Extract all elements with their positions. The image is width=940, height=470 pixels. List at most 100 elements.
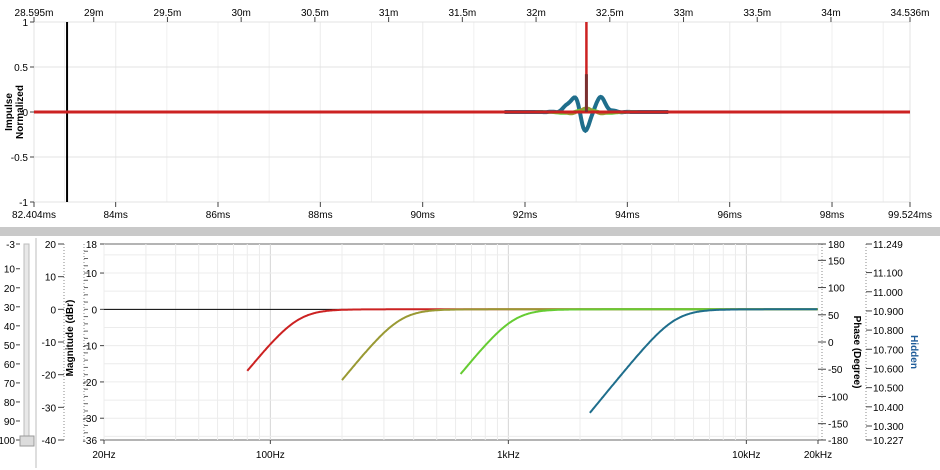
frequency-tick-label: 10kHz [732, 450, 760, 461]
phase-tick-label: 150 [828, 256, 845, 267]
impulse-top-tick-label: 33m [674, 8, 693, 19]
magnitude-series-line [589, 308, 818, 414]
hidden-tick-label: 10.600 [873, 364, 904, 375]
side-scale-two-label: 0 [50, 305, 56, 316]
magnitude-tick-label: 10 [86, 269, 98, 280]
impulse-x-tick-label: 94ms [615, 210, 639, 221]
impulse-top-tick-label: 33.5m [743, 8, 771, 19]
side-scale-one-label: 100 [0, 436, 15, 447]
hidden-axis-label: Hidden [908, 335, 919, 369]
impulse-x-tick-label: 99.524ms [888, 210, 932, 221]
phase-axis-label: Phase (Degree) [851, 316, 862, 389]
side-scale-two-label: -40 [42, 436, 57, 447]
side-scale-two-label: 20 [45, 240, 57, 251]
side-scale-one-label: 20 [4, 284, 16, 295]
impulse-top-tick-label: 32m [526, 8, 545, 19]
phase-tick-label: 180 [828, 240, 845, 251]
magnitude-series [104, 308, 818, 414]
frequency-tick-label: 1kHz [497, 450, 520, 461]
side-scale-one-label: 90 [4, 417, 16, 428]
magnitude-plot-area[interactable] [103, 243, 819, 441]
magnitude-tick-label: -30 [83, 414, 98, 425]
magnitude-tick-label: -10 [83, 342, 98, 353]
impulse-top-tick-label: 30m [231, 8, 250, 19]
impulse-x-tick-label: 96ms [717, 210, 741, 221]
phase-tick-label: -50 [828, 365, 843, 376]
impulse-panel: 82.404ms 84ms 86ms 88ms 90ms 92ms 94ms 96ms 98ms… [4, 8, 932, 221]
side-scale-two-label: -30 [42, 403, 57, 414]
hidden-axis: 11.249 11.100 11.000 10.900 10.800 10.700 10.6… [865, 240, 904, 447]
phase-tick-label: 0 [828, 338, 834, 349]
impulse-y-tick-label: 1 [22, 18, 28, 29]
frequency-tick-label: 20Hz [92, 450, 115, 461]
magnitude-tick-label: -20 [83, 378, 98, 389]
impulse-x-tick-label: 86ms [206, 210, 230, 221]
impulse-top-tick-label: 29.5m [154, 8, 182, 19]
impulse-series [34, 22, 910, 202]
impulse-top-tick-label: 28.595m [15, 8, 54, 19]
phase-tick-label: -180 [828, 436, 848, 447]
impulse-y-axis: 1 0.5 0 -0.5 -1 [11, 18, 34, 209]
hidden-tick-label: 11.000 [873, 288, 903, 299]
impulse-x-axis: 82.404ms 84ms 86ms 88ms 90ms 92ms 94ms 96ms 98ms… [12, 202, 932, 221]
magnitude-tick-label: 0 [91, 305, 97, 316]
side-scale-one-label: 50 [4, 341, 16, 352]
side-scale-one: -3 10 20 30 40 50 60 70 80 90 100 [0, 240, 20, 447]
impulse-top-tick-label: 31.5m [448, 8, 476, 19]
impulse-y-label-1: Impulse [4, 93, 15, 131]
hidden-tick-label: 10.300 [873, 422, 904, 433]
impulse-distance-axis: 28.595m 29m 29.5m 30m 30.5m 31m 31.5m 32m 32.5m 3… [15, 8, 930, 22]
magnitude-axis: 18 10 0 -10 -20 -30 -36 [83, 240, 104, 447]
side-scale-one-label: 40 [4, 322, 16, 333]
impulse-x-tick-label: 98ms [820, 210, 844, 221]
impulse-top-tick-label: 30.5m [301, 8, 329, 19]
side-scale-one-label: 60 [4, 360, 16, 371]
frequency-axis: 20Hz 100Hz 1kHz 10kHz 20kHz [92, 440, 832, 461]
impulse-x-tick-label: 92ms [513, 210, 537, 221]
phase-tick-label: 100 [828, 284, 845, 295]
impulse-y-tick-label: 0.5 [14, 63, 28, 74]
frequency-tick-label: 20kHz [804, 450, 832, 461]
impulse-y-label-2: Normalized [15, 85, 26, 139]
impulse-top-tick-label: 29m [84, 8, 103, 19]
impulse-top-tick-label: 34.536m [891, 8, 930, 19]
hidden-tick-label: 10.400 [873, 403, 904, 414]
side-scale-two-label: -20 [42, 371, 57, 382]
hidden-tick-label: 10.700 [873, 345, 904, 356]
hidden-tick-label: 11.249 [873, 240, 903, 251]
hidden-tick-label: 11.100 [873, 269, 903, 280]
impulse-y-tick-label: -1 [19, 198, 28, 209]
hidden-tick-label: 10.500 [873, 384, 904, 395]
magnitude-tick-label: 18 [86, 240, 98, 251]
impulse-y-tick-label: 0 [22, 108, 28, 119]
side-scale-one-label: 80 [4, 398, 16, 409]
frequency-tick-label: 100Hz [256, 450, 285, 461]
magnitude-tick-label: -36 [83, 436, 98, 447]
side-scale-one-label: -3 [6, 240, 15, 251]
impulse-x-tick-label: 88ms [308, 210, 332, 221]
impulse-x-tick-label: 84ms [103, 210, 127, 221]
side-scale-one-label: 70 [4, 379, 16, 390]
hidden-tick-label: 10.900 [873, 307, 904, 318]
hidden-tick-label: 10.800 [873, 326, 904, 337]
magnitude-panel: 20Hz 100Hz 1kHz 10kHz 20kHz 18100-10-20-30-3… [0, 236, 940, 470]
impulse-top-tick-label: 34m [821, 8, 840, 19]
side-scale-two-label: -10 [42, 338, 57, 349]
hidden-tick-label: 10.227 [873, 436, 904, 447]
impulse-y-tick-label: -0.5 [11, 153, 29, 164]
level-slider-track[interactable] [23, 243, 30, 443]
panel-divider[interactable] [0, 227, 940, 236]
phase-tick-label: 50 [828, 311, 840, 322]
side-scale-one-label: 30 [4, 303, 16, 314]
impulse-top-tick-label: 32.5m [596, 8, 624, 19]
phase-tick-label: -100 [828, 392, 848, 403]
level-slider-thumb[interactable] [19, 435, 35, 447]
impulse-x-tick-label: 82.404ms [12, 210, 56, 221]
side-scale-one-label: 10 [4, 265, 16, 276]
side-scale-two-label: 10 [45, 273, 57, 284]
phase-axis: 180 150 100 50 0 -50 -100 -150 -180 [818, 240, 848, 447]
impulse-top-tick-label: 31m [379, 8, 398, 19]
phase-tick-label: -150 [828, 420, 848, 431]
side-scale-two: 20 10 0 -10 -20 -30 -40 [35, 238, 65, 468]
